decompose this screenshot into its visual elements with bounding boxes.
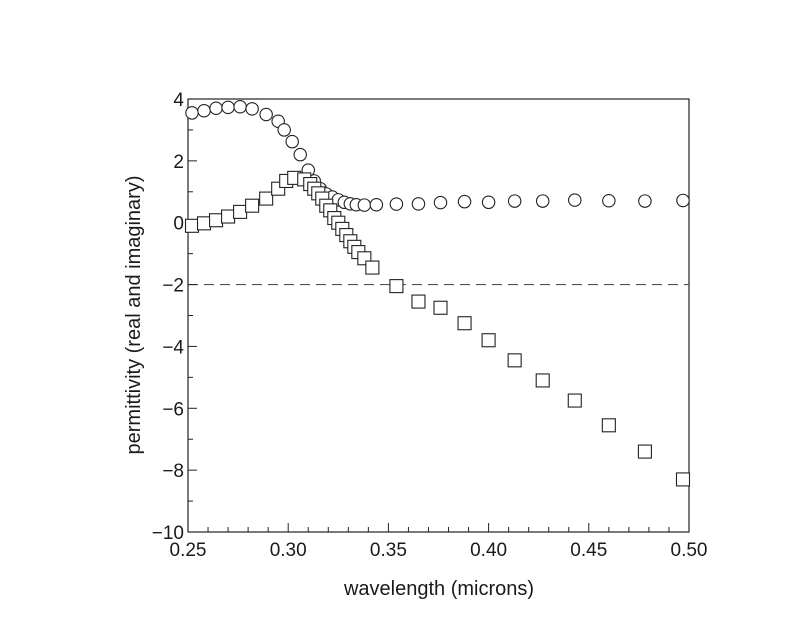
square-point (389, 279, 404, 294)
y-axis-label: permittivity (real and imaginary) (123, 176, 145, 455)
square-point (365, 260, 380, 275)
circle-point (389, 197, 404, 211)
data-marks (184, 99, 691, 487)
circle-point (638, 194, 652, 208)
circle-point (602, 194, 616, 208)
circle-point (433, 195, 448, 210)
plot-border (187, 98, 690, 533)
x-tick-label: 0.50 (671, 540, 708, 561)
circle-point (293, 147, 307, 162)
y-tick-label: −2 (162, 276, 184, 297)
square-point (233, 204, 248, 219)
circle-point (481, 195, 496, 210)
x-tick-label: 0.30 (270, 540, 307, 561)
square-point (507, 353, 522, 368)
y-tick-label: 2 (173, 152, 184, 173)
x-tick-labels: 0.25 0.30 0.35 0.40 0.45 0.50 (170, 540, 708, 561)
plot-frame (187, 98, 690, 533)
circle-point (676, 193, 690, 208)
square-point (637, 444, 652, 459)
y-tick-labels: 4 2 0 −2 −4 −6 −8 −10 (152, 90, 185, 544)
circle-point (411, 197, 426, 211)
circle-point (357, 198, 372, 212)
square-point (535, 373, 550, 388)
y-tick-label: −6 (162, 399, 184, 420)
circle-point (185, 106, 199, 120)
square-series (184, 170, 691, 487)
circle-point (209, 101, 223, 116)
x-tick-label: 0.45 (570, 540, 607, 561)
y-tick-label: −4 (162, 337, 184, 358)
circle-point (457, 194, 472, 209)
axis-ticks (187, 98, 690, 533)
circle-point (277, 123, 291, 137)
circle-point (221, 100, 235, 115)
circle-point (369, 198, 384, 212)
x-tick-label: 0.35 (370, 540, 407, 561)
square-point (433, 300, 448, 315)
circle-point (197, 104, 211, 118)
x-tick-label: 0.25 (170, 540, 207, 561)
square-point (196, 216, 212, 231)
square-point (457, 316, 472, 331)
y-tick-label: 4 (173, 90, 184, 111)
square-point (675, 472, 691, 487)
square-point (567, 393, 582, 408)
square-point (245, 198, 260, 213)
circle-point (507, 194, 522, 208)
circle-point (285, 134, 299, 149)
y-tick-label: 0 (173, 214, 184, 235)
square-point (601, 418, 616, 433)
square-point (411, 294, 426, 309)
x-tick-label: 0.40 (470, 540, 507, 561)
y-tick-label: −10 (152, 523, 184, 544)
square-point (221, 209, 236, 224)
square-point (209, 213, 224, 228)
square-point (481, 333, 496, 348)
square-point (259, 191, 274, 206)
circle-point (568, 193, 582, 207)
circle-point (535, 194, 550, 208)
square-point (184, 218, 200, 233)
circle-point (245, 102, 259, 116)
y-tick-label: −8 (162, 461, 184, 482)
circle-point (233, 99, 247, 114)
circle-point (259, 107, 273, 122)
x-axis-label: wavelength (microns) (343, 578, 534, 600)
